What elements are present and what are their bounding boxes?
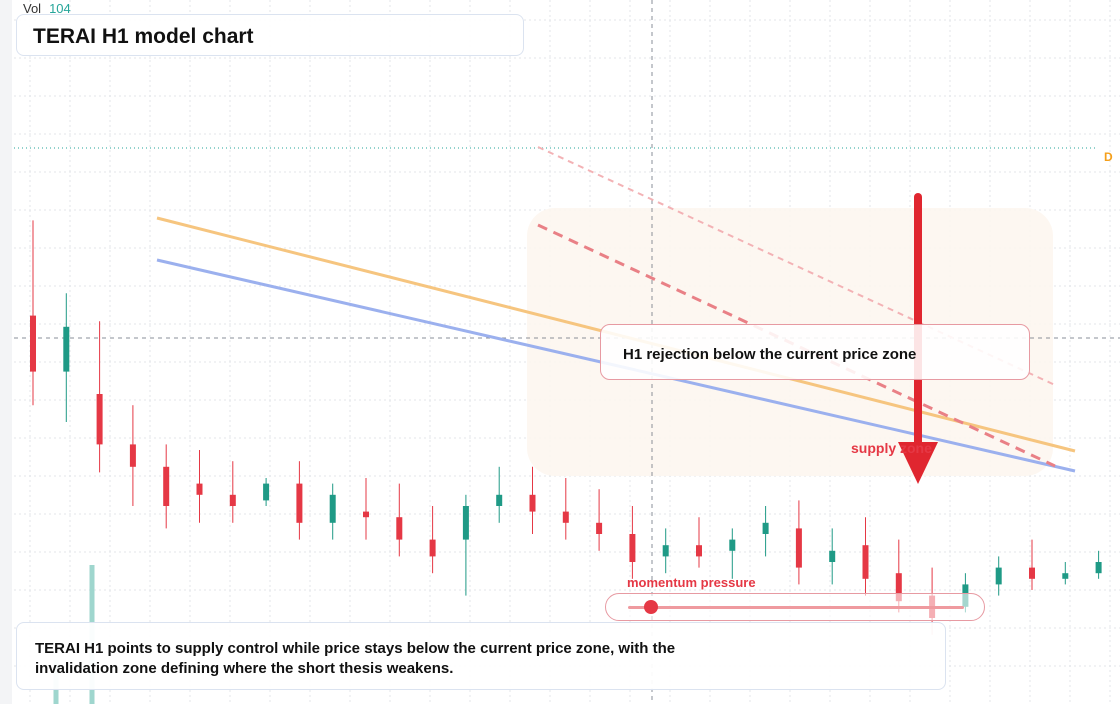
candle-body bbox=[562, 511, 569, 523]
supply-zone-label: supply zone bbox=[851, 440, 932, 456]
candle-body bbox=[462, 506, 469, 540]
summary-text: TERAI H1 points to supply control while … bbox=[35, 640, 676, 677]
momentum-label: momentum pressure bbox=[627, 575, 756, 590]
candle-body bbox=[862, 545, 869, 579]
candle-body bbox=[96, 394, 103, 445]
candle-body bbox=[396, 517, 403, 540]
candle-body bbox=[895, 573, 902, 602]
candle-body bbox=[1062, 573, 1069, 579]
candle-body bbox=[995, 567, 1002, 585]
momentum-gauge[interactable] bbox=[605, 593, 985, 621]
rejection-callout: H1 rejection below the current price zon… bbox=[600, 324, 1030, 380]
candle-body bbox=[329, 494, 336, 523]
volume-value: 104 bbox=[49, 1, 71, 16]
price-edge-marker: D bbox=[1104, 150, 1113, 164]
candle-body bbox=[829, 550, 836, 562]
candle-body bbox=[696, 545, 702, 557]
candle-body bbox=[196, 483, 203, 495]
candle-body bbox=[662, 545, 669, 557]
candle-body bbox=[762, 522, 769, 534]
candle-body bbox=[229, 494, 236, 506]
candle-body bbox=[496, 494, 503, 506]
candle-body bbox=[429, 539, 436, 557]
candle-body bbox=[63, 326, 70, 372]
candle-body bbox=[1095, 562, 1102, 574]
rejection-callout-text: H1 rejection below the current price zon… bbox=[623, 346, 917, 363]
candle-body bbox=[529, 494, 536, 512]
momentum-track bbox=[628, 606, 964, 609]
volume-readout: Vol 104 bbox=[23, 1, 71, 16]
candle-body bbox=[129, 444, 136, 467]
bearish-arrow-icon bbox=[898, 442, 938, 484]
candle-body bbox=[363, 511, 369, 518]
candle-body bbox=[596, 522, 603, 534]
chart-title: TERAI H1 model chart bbox=[33, 25, 254, 48]
candle-body bbox=[629, 534, 636, 562]
candle-body bbox=[1029, 567, 1035, 579]
candle-body bbox=[296, 483, 303, 523]
candle-body bbox=[795, 528, 802, 568]
candle-body bbox=[163, 466, 170, 506]
candle-body bbox=[263, 483, 270, 501]
title-panel: TERAI H1 model chart bbox=[16, 14, 524, 56]
candle-body bbox=[30, 315, 36, 372]
candles bbox=[30, 220, 1102, 635]
left-scale-strip bbox=[0, 0, 12, 704]
summary-panel: TERAI H1 points to supply control while … bbox=[16, 622, 946, 690]
volume-label: Vol bbox=[23, 1, 42, 16]
candle-body bbox=[729, 539, 736, 551]
momentum-knob[interactable] bbox=[644, 600, 658, 614]
